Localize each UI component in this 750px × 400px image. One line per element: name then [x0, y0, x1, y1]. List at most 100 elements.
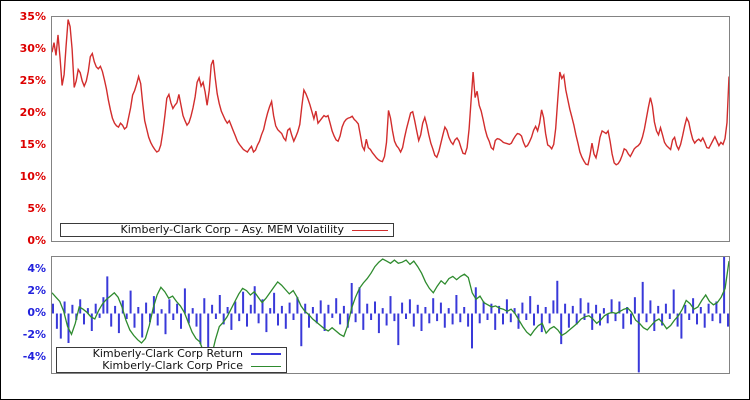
- return-bar: [649, 300, 652, 314]
- return-bar: [284, 313, 287, 329]
- return-bar: [517, 313, 520, 329]
- return-bar: [544, 307, 547, 314]
- return-bar: [711, 313, 714, 322]
- return-bar: [509, 313, 512, 323]
- return-bar: [176, 303, 179, 314]
- return-bar: [502, 313, 504, 325]
- return-bar: [436, 313, 439, 322]
- return-bar: [261, 299, 264, 314]
- return-bar: [459, 313, 462, 323]
- return-bar: [106, 276, 109, 314]
- y-tick-label: 10%: [19, 169, 46, 183]
- return-bar: [424, 307, 427, 314]
- return-bar: [630, 313, 632, 325]
- return-bar: [614, 313, 617, 322]
- return-bar: [587, 302, 590, 314]
- price-legend-label: Kimberly-Clark Corp Price: [102, 359, 243, 372]
- return-bar: [339, 313, 342, 325]
- return-bar: [129, 290, 132, 314]
- return-bar: [277, 313, 279, 326]
- return-bar: [385, 313, 388, 326]
- return-bar: [474, 287, 477, 314]
- return-bar: [405, 313, 407, 319]
- return-bar: [300, 313, 303, 347]
- return-bar: [207, 313, 210, 348]
- volatility-legend-label: Kimberly-Clark Corp - Asy. MEM Volatilit…: [120, 223, 344, 236]
- return-bar: [664, 303, 667, 314]
- return-legend-label: Kimberly-Clark Corp Return: [92, 347, 243, 360]
- return-bar: [280, 305, 283, 314]
- return-bar: [377, 313, 380, 334]
- return-bar: [443, 313, 446, 328]
- return-bar: [552, 300, 555, 314]
- return-bar: [455, 295, 458, 314]
- return-bar: [393, 313, 396, 322]
- return-bar: [117, 313, 120, 334]
- return-bar: [595, 304, 598, 314]
- return-bar: [428, 313, 431, 324]
- return-bar: [412, 313, 415, 327]
- return-bar: [715, 301, 718, 314]
- return-bar: [59, 313, 62, 339]
- return-bar: [52, 303, 54, 314]
- return-bar: [145, 302, 148, 314]
- return-bar: [218, 295, 221, 314]
- return-bar: [471, 313, 473, 349]
- return-bar: [71, 304, 74, 314]
- returns-price-legend: Kimberly-Clark Corp Return Kimberly-Clar…: [56, 347, 287, 373]
- return-bar: [238, 313, 241, 322]
- return-bar: [292, 313, 295, 320]
- return-bar: [253, 286, 256, 314]
- return-bar: [308, 313, 310, 328]
- return-bar: [618, 301, 621, 314]
- return-bar: [102, 297, 105, 314]
- return-bar: [401, 302, 404, 314]
- return-bar: [226, 307, 229, 314]
- return-bar: [505, 299, 508, 314]
- return-bar: [311, 307, 314, 314]
- return-bar: [699, 307, 702, 314]
- return-bar: [707, 303, 710, 314]
- return-bar: [533, 313, 535, 326]
- legend-row: Kimberly-Clark Corp Price: [57, 360, 286, 372]
- return-bar: [529, 296, 532, 314]
- return-bar: [688, 313, 691, 320]
- return-bar: [230, 313, 233, 330]
- return-bar: [374, 301, 376, 314]
- return-bar: [265, 313, 268, 333]
- return-bar: [156, 313, 159, 326]
- returns-price-chart: [52, 257, 729, 373]
- return-bar: [203, 298, 206, 314]
- return-bar: [486, 313, 489, 320]
- return-bar: [110, 313, 113, 327]
- return-bar: [342, 305, 345, 314]
- return-line-icon: [251, 353, 281, 355]
- return-bar: [575, 313, 578, 325]
- return-bar: [350, 283, 353, 314]
- return-bar: [98, 313, 101, 318]
- return-bar: [703, 313, 706, 328]
- y-tick-label: 15%: [19, 137, 46, 151]
- return-bar: [536, 304, 539, 314]
- return-bar: [482, 301, 485, 314]
- return-bar: [79, 299, 82, 314]
- return-bar: [626, 307, 629, 314]
- return-bar: [622, 313, 625, 329]
- return-bar: [381, 308, 384, 314]
- return-bar: [661, 313, 664, 326]
- return-bar: [323, 313, 326, 331]
- y-tick-label: 0%: [27, 306, 46, 320]
- return-bar: [242, 291, 245, 314]
- return-bar: [234, 301, 237, 314]
- price-line-icon: [251, 365, 281, 367]
- return-bar: [432, 298, 435, 314]
- return-bar: [86, 308, 89, 314]
- return-bar: [362, 313, 365, 330]
- return-bar: [439, 302, 442, 314]
- return-bar: [641, 281, 644, 314]
- y-tick-label: 35%: [19, 9, 46, 23]
- return-bar: [723, 257, 726, 314]
- return-bar: [397, 313, 400, 346]
- return-bar: [672, 289, 675, 314]
- return-bar: [498, 305, 501, 314]
